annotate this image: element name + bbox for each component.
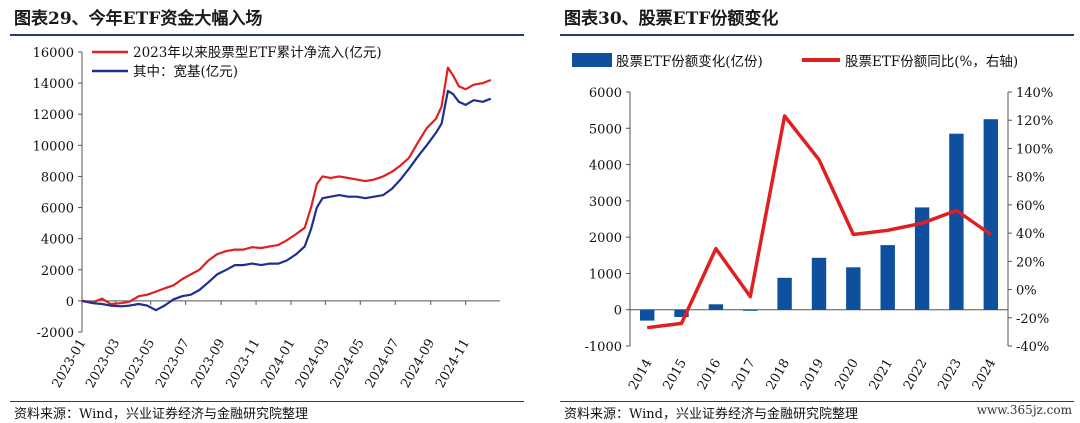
left-y-tick-label: 6000 xyxy=(41,202,74,217)
right-x-tick-label: 2022 xyxy=(901,357,931,393)
right-bar xyxy=(674,309,689,317)
right-x-tick-label: 2016 xyxy=(695,357,725,393)
right-bar xyxy=(846,267,861,310)
left-series-line-2 xyxy=(81,89,492,312)
left-x-tick-label: 2024-03 xyxy=(293,337,333,391)
right-bar xyxy=(949,133,964,310)
left-x-tick-label: 2024-05 xyxy=(328,337,368,391)
right-right-tick-label: 60% xyxy=(1016,199,1045,214)
right-legend-label-line: 股票ETF份额同比(%，右轴) xyxy=(845,54,1018,70)
right-bar xyxy=(708,304,724,310)
right-bar xyxy=(743,309,758,311)
left-series-line-1 xyxy=(81,66,492,306)
left-x-tick-label: 2024-09 xyxy=(398,337,438,391)
right-legend-label-bar: 股票ETF份额变化(亿份) xyxy=(616,54,763,70)
right-yoy-line xyxy=(646,114,992,330)
right-right-tick-label: 20% xyxy=(1016,255,1045,270)
right-figure-panel: 图表30、股票ETF份额变化 -1000 0 1000 2000 3000 4000 500… xyxy=(550,0,1080,423)
left-x-tick-label: 2023-11 xyxy=(224,337,264,391)
right-left-tick-label: 2000 xyxy=(589,231,622,246)
right-bar xyxy=(640,309,655,321)
left-x-tick-label: 2024-07 xyxy=(363,337,403,391)
left-title-rule xyxy=(10,34,524,36)
right-x-tick-label: 2023 xyxy=(935,357,965,393)
left-y-tick-label: -2000 xyxy=(37,326,74,341)
right-title-rule xyxy=(560,34,1074,36)
right-right-tick-label: 80% xyxy=(1016,171,1045,186)
left-x-tick-label: 2023-07 xyxy=(153,337,193,391)
left-y-tick-label: 16000 xyxy=(33,46,74,61)
right-x-tick-label: 2018 xyxy=(764,357,794,393)
right-left-tick-label: 5000 xyxy=(589,122,622,137)
left-y-tick-label: 0 xyxy=(66,295,74,310)
left-y-tick-label: 8000 xyxy=(41,170,74,185)
right-left-tick-label: 6000 xyxy=(589,86,622,101)
right-right-tick-label: -20% xyxy=(1016,312,1049,327)
right-left-tick-label: 4000 xyxy=(589,159,622,174)
right-bar xyxy=(777,277,792,310)
right-right-tick-label: -40% xyxy=(1016,340,1049,355)
left-y-tick-label: 14000 xyxy=(33,77,74,92)
watermark-text: www.365jz.com xyxy=(976,403,1072,417)
right-x-tick-label: 2024 xyxy=(970,357,1000,393)
right-bottom-rule xyxy=(560,401,1074,402)
right-right-tick-label: 140% xyxy=(1016,86,1053,101)
right-legend-swatch-bar xyxy=(572,53,612,67)
right-left-tick-label: 0 xyxy=(614,304,622,319)
left-bottom-rule xyxy=(10,401,524,402)
right-x-tick-label: 2015 xyxy=(660,357,690,393)
left-source-note: 资料来源：Wind，兴业证券经济与金融研究院整理 xyxy=(14,407,308,422)
right-right-tick-label: 100% xyxy=(1016,142,1053,157)
right-x-tick-label: 2019 xyxy=(798,357,828,393)
right-left-tick-label: 3000 xyxy=(589,195,622,210)
right-right-tick-label: 40% xyxy=(1016,227,1045,242)
right-bar xyxy=(914,207,930,310)
right-right-tick-label: 0% xyxy=(1016,284,1037,299)
right-x-tick-label: 2014 xyxy=(626,357,656,393)
left-legend-label-2: 其中：宽基(亿元) xyxy=(133,63,238,80)
right-left-tick-label: 1000 xyxy=(589,267,622,282)
left-line-chart: -2000 0 2000 4000 6000 8000 10000 12000 14000 160… xyxy=(33,45,500,391)
left-y-tick-label: 4000 xyxy=(41,233,74,248)
right-bar-line-chart: -1000 0 1000 2000 3000 4000 5000 6000 -40% -20% 0%… xyxy=(572,53,1053,393)
right-bar xyxy=(880,245,895,310)
left-figure-panel: 图表29、今年ETF资金大幅入场 -2000 0 2000 4000 6000 8000 1… xyxy=(0,0,530,423)
right-x-tick-label: 2020 xyxy=(832,357,862,393)
right-source-note: 资料来源：Wind，兴业证券经济与金融研究院整理 xyxy=(564,407,858,422)
right-right-tick-label: 120% xyxy=(1016,114,1053,129)
right-figure-title: 图表30、股票ETF份额变化 xyxy=(564,9,779,29)
right-x-tick-label: 2021 xyxy=(867,357,897,393)
left-figure-title: 图表29、今年ETF资金大幅入场 xyxy=(14,9,263,29)
right-x-tick-label: 2017 xyxy=(729,357,759,393)
right-bar xyxy=(983,119,998,310)
left-x-tick-label: 2023-09 xyxy=(189,337,229,391)
left-x-tick-label: 2023-03 xyxy=(83,337,123,391)
left-x-tick-label: 2024-11 xyxy=(433,336,473,390)
left-x-tick-label: 2023-05 xyxy=(118,337,158,391)
left-y-tick-label: 10000 xyxy=(33,139,74,154)
left-y-tick-label: 2000 xyxy=(41,264,74,279)
left-legend-label-1: 2023年以来股票型ETF累计净流入(亿元) xyxy=(133,45,382,61)
right-left-tick-label: -1000 xyxy=(585,340,622,355)
left-y-tick-label: 12000 xyxy=(33,108,74,123)
right-bar xyxy=(811,257,827,310)
